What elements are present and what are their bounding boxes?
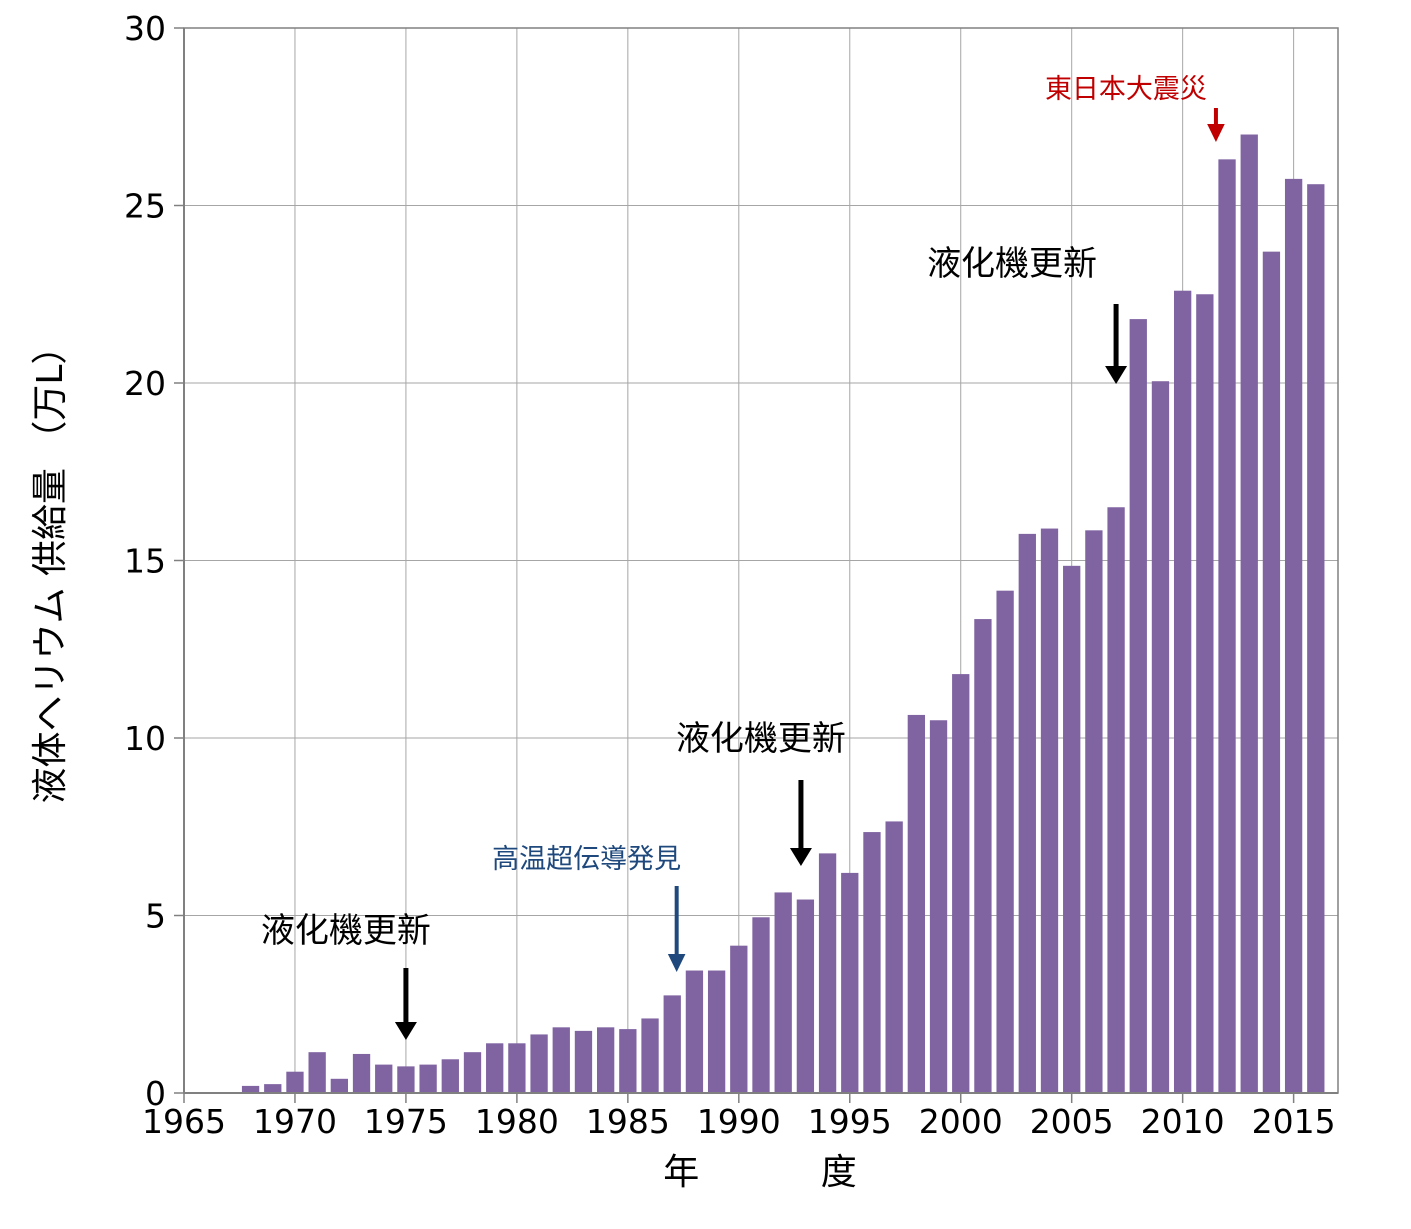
bar	[774, 892, 792, 1093]
annotation-arrow-head	[667, 954, 686, 972]
bar	[619, 1029, 637, 1093]
x-tick-label: 2000	[919, 1102, 1003, 1141]
y-tick-label: 15	[124, 542, 166, 581]
bar	[1107, 507, 1125, 1093]
bar	[1063, 565, 1081, 1093]
bar	[397, 1066, 415, 1093]
bar	[1196, 294, 1214, 1093]
x-tick-label: 1990	[697, 1102, 781, 1141]
bar	[929, 720, 948, 1093]
bar	[308, 1052, 326, 1093]
bar	[1284, 178, 1303, 1093]
bar	[574, 1030, 593, 1093]
x-tick-label: 1985	[586, 1102, 670, 1141]
annotation-arrow-head	[789, 848, 812, 866]
y-tick-label: 0	[145, 1074, 166, 1113]
bar	[907, 714, 926, 1093]
annotation-label: 液化機更新	[261, 911, 431, 951]
annotation-arrow-head	[394, 1022, 417, 1040]
annotation-label: 液化機更新	[927, 244, 1097, 284]
annotation-arrow-head	[1105, 366, 1128, 384]
bar	[1240, 134, 1258, 1093]
bar	[1262, 251, 1281, 1093]
bar	[974, 619, 992, 1093]
y-tick-label: 30	[124, 9, 166, 48]
bar	[707, 970, 726, 1093]
annotation-label: 液化機更新	[676, 719, 846, 759]
bar	[441, 1059, 459, 1093]
bar	[885, 821, 903, 1093]
annotation-label: 高温超伝導発見	[492, 844, 681, 875]
bar	[1151, 381, 1170, 1094]
bar	[752, 917, 770, 1093]
x-tick-label: 2005	[1030, 1102, 1114, 1141]
annotation-arrow-head	[1207, 124, 1225, 142]
bar	[818, 853, 837, 1093]
bar	[863, 832, 881, 1093]
bar	[996, 590, 1014, 1093]
y-tick-label: 10	[124, 719, 166, 758]
y-tick-label: 25	[124, 187, 166, 226]
axes: 0 5 10 15 20 25 30 1965 1970 1975 1980 1985 1990 1995…	[124, 9, 1339, 1141]
x-tick-label: 1975	[364, 1102, 448, 1141]
bar	[419, 1064, 437, 1093]
bar	[352, 1053, 371, 1093]
x-tick-label: 1980	[475, 1102, 559, 1141]
bar	[641, 1018, 659, 1093]
bar	[486, 1043, 504, 1093]
x-tick-label: 2010	[1141, 1102, 1225, 1141]
bar	[663, 995, 681, 1093]
bar	[375, 1064, 393, 1093]
bar	[952, 674, 970, 1093]
bar	[552, 1027, 570, 1093]
y-tick-label: 20	[124, 364, 166, 403]
bar	[463, 1052, 482, 1093]
bar	[730, 945, 748, 1093]
bar	[286, 1071, 304, 1093]
bar	[330, 1078, 349, 1093]
bar	[1307, 184, 1325, 1093]
bar	[530, 1034, 548, 1093]
bar	[264, 1084, 282, 1093]
bar	[1040, 528, 1059, 1093]
bar	[241, 1085, 260, 1093]
x-tick-label: 1995	[808, 1102, 892, 1141]
bar	[1173, 290, 1192, 1093]
bar	[508, 1043, 526, 1093]
bar	[685, 970, 704, 1093]
x-tick-label: 1970	[253, 1102, 337, 1141]
bar	[841, 872, 859, 1093]
bar	[796, 899, 815, 1093]
bar	[596, 1027, 615, 1093]
bar	[1018, 533, 1036, 1093]
x-tick-label: 2015	[1252, 1102, 1336, 1141]
bar	[1218, 159, 1236, 1094]
annotation-label: 東日本大震災	[1045, 74, 1207, 105]
y-tick-label: 5	[145, 897, 166, 936]
bar	[1085, 530, 1103, 1093]
x-axis-label: 年 度	[663, 1152, 856, 1193]
x-tick-label: 1965	[142, 1102, 226, 1141]
y-axis-label: 液体ヘリウム 供給量 （万L）	[30, 329, 71, 804]
bar	[1129, 319, 1147, 1094]
bars	[241, 134, 1325, 1094]
